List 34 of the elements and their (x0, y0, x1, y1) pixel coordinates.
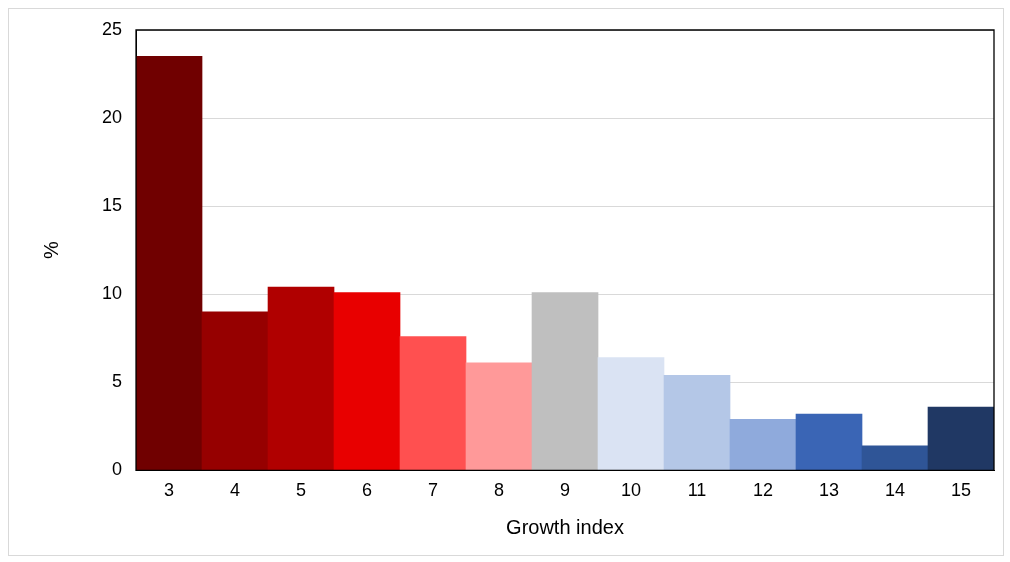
bar (531, 292, 599, 471)
bar (201, 311, 269, 471)
x-tick-label: 13 (818, 480, 840, 501)
bar (267, 286, 335, 471)
x-tick-label: 7 (428, 480, 439, 501)
x-tick-label: 11 (687, 480, 707, 501)
x-tick-label: 3 (164, 480, 175, 501)
bar (465, 362, 533, 471)
y-tick-label: 15 (101, 195, 123, 216)
bar (136, 56, 203, 471)
y-axis-title: % (39, 241, 62, 260)
x-tick-label: 8 (494, 480, 505, 501)
bar (597, 357, 665, 471)
y-tick-label: 5 (112, 371, 123, 392)
bar (795, 413, 863, 471)
bar (399, 336, 467, 471)
y-tick-label: 0 (112, 459, 123, 480)
bar (663, 374, 731, 471)
x-tick-label: 10 (620, 480, 642, 501)
y-tick-label: 20 (101, 107, 123, 128)
x-tick-label: 4 (230, 480, 241, 501)
bar (333, 292, 401, 471)
x-tick-label: 14 (884, 480, 906, 501)
y-tick-label: 10 (101, 283, 123, 304)
x-axis-title: Growth index (506, 515, 624, 538)
bar (861, 445, 929, 471)
x-tick-label: 5 (296, 480, 307, 501)
bar (729, 418, 797, 471)
x-tick-label: 9 (560, 480, 571, 501)
x-tick-label: 6 (362, 480, 373, 501)
y-tick-label: 25 (101, 18, 123, 39)
bar (927, 406, 994, 471)
x-tick-label: 12 (752, 480, 774, 501)
x-tick-label: 15 (950, 480, 972, 501)
